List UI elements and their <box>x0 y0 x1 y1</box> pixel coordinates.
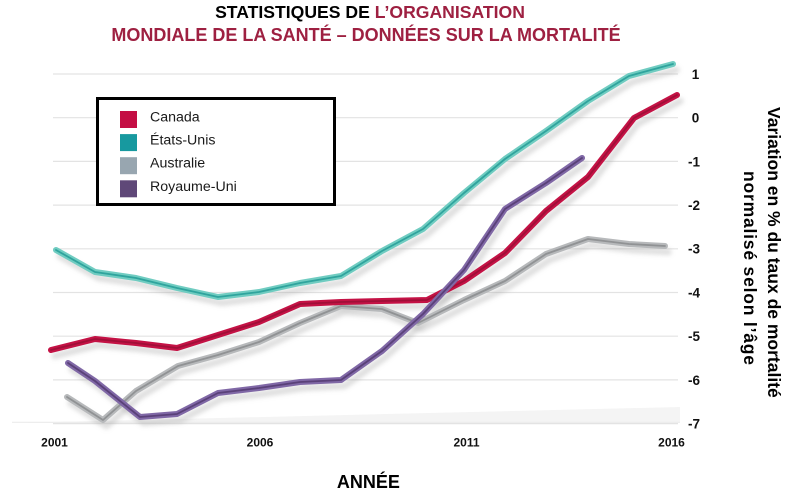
svg-text:2016: 2016 <box>658 436 685 450</box>
svg-text:-6: -6 <box>688 373 700 388</box>
svg-text:2011: 2011 <box>453 436 479 450</box>
svg-text:Royaume-Uni: Royaume-Uni <box>150 179 237 195</box>
svg-text:ANNÉE: ANNÉE <box>337 471 400 492</box>
svg-text:Variation en % du taux de mort: Variation en % du taux de mortalité <box>764 107 784 398</box>
svg-text:Canada: Canada <box>150 110 200 126</box>
svg-text:-3: -3 <box>688 242 700 257</box>
svg-text:Australie: Australie <box>150 156 205 172</box>
svg-text:2006: 2006 <box>247 436 274 450</box>
svg-text:2001: 2001 <box>41 436 68 450</box>
svg-text:1: 1 <box>692 67 700 82</box>
svg-text:-2: -2 <box>688 198 700 213</box>
svg-text:États-Unis: États-Unis <box>150 132 215 149</box>
svg-text:-1: -1 <box>688 154 700 169</box>
svg-text:normalisé selon l’âge: normalisé selon l’âge <box>740 171 760 366</box>
svg-text:0: 0 <box>692 111 700 126</box>
svg-text:-4: -4 <box>688 285 700 300</box>
svg-text:-7: -7 <box>688 417 700 432</box>
svg-text:-5: -5 <box>688 329 700 344</box>
svg-text:STATISTIQUES DE L’ORGANISATION: STATISTIQUES DE L’ORGANISATION <box>215 2 525 22</box>
svg-text:MONDIALE DE LA SANTÉ – DONNÉES: MONDIALE DE LA SANTÉ – DONNÉES SUR LA MO… <box>111 24 620 45</box>
